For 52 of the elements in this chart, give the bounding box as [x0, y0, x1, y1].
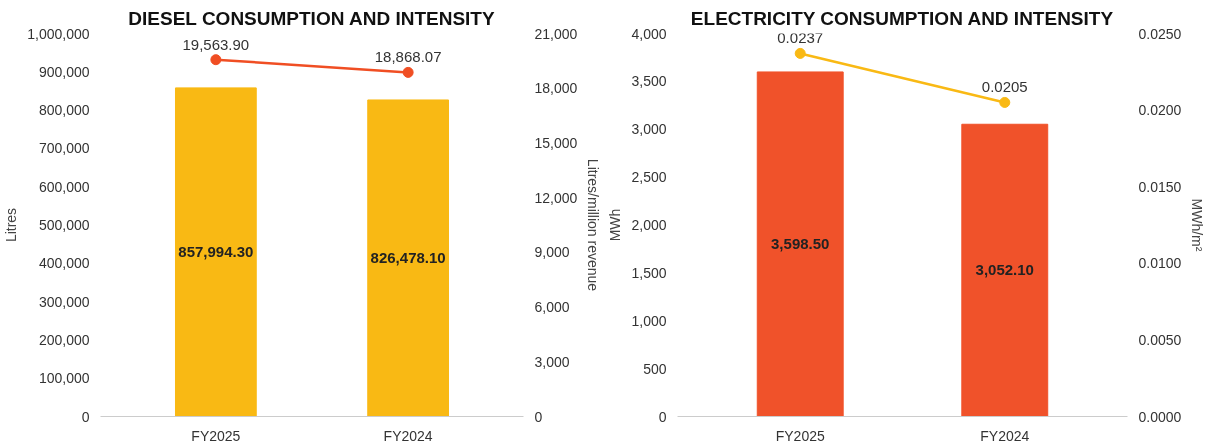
y-tick-label: 700,000: [38, 140, 90, 157]
y-tick-label: 600,000: [38, 178, 90, 195]
y-tick-label: 1,000,000: [27, 25, 90, 42]
y-tick-label: 900,000: [38, 63, 90, 80]
y2-tick-label: 3,000: [534, 353, 570, 370]
x-tick-label: FY2025: [775, 427, 825, 444]
data-label: 0.0237: [777, 29, 824, 47]
y-tick-label: 0: [658, 408, 667, 425]
data-label: 857,994.30: [178, 243, 254, 261]
y2-tick-label: 9,000: [534, 244, 570, 261]
y-axis-title: Litres: [3, 207, 20, 243]
data-label: 19,563.90: [182, 35, 250, 53]
x-tick-label: FY2024: [980, 427, 1030, 444]
data-label: 3,052.10: [975, 261, 1034, 279]
x-tick-label: FY2025: [191, 427, 241, 444]
y2-tick-label: 18,000: [534, 80, 578, 97]
y-tick-label: 4,000: [631, 25, 667, 42]
y-tick-label: 100,000: [38, 370, 90, 387]
y2-axis-title: MWh/m²: [1189, 198, 1206, 252]
y-tick-label: 3,000: [631, 121, 667, 138]
data-label: 826,478.10: [370, 249, 446, 267]
data-label: 0.0205: [981, 78, 1028, 96]
y2-axis-title: Litres/million revenue: [585, 158, 602, 292]
y2-tick-label: 0.0200: [1138, 102, 1182, 119]
x-tick-label: FY2024: [383, 427, 433, 444]
y2-tick-label: 0.0150: [1138, 178, 1182, 195]
chart-title: ELECTRICITY CONSUMPTION AND INTENSITY: [690, 7, 1114, 29]
y2-tick-label: 0.0050: [1138, 331, 1182, 348]
y-tick-label: 500: [643, 360, 667, 377]
data-label: 3,598.50: [771, 235, 830, 253]
y2-tick-label: 6,000: [534, 299, 570, 316]
y-tick-label: 200,000: [38, 331, 90, 348]
y-axis-title: MWh: [607, 208, 624, 242]
y-tick-label: 0: [81, 408, 90, 425]
y-tick-label: 1,000: [631, 312, 667, 329]
y2-tick-label: 0.0250: [1138, 25, 1182, 42]
y-tick-label: 2,500: [631, 169, 667, 186]
y-tick-label: 500,000: [38, 217, 90, 233]
y2-tick-label: 0.0000: [1138, 408, 1182, 425]
y-tick-label: 400,000: [38, 255, 90, 272]
y2-tick-label: 21,000: [534, 25, 578, 42]
y-tick-label: 300,000: [38, 293, 90, 310]
y-tick-label: 3,500: [631, 73, 667, 90]
data-label: 18,868.07: [374, 48, 442, 66]
y2-tick-label: 0: [534, 408, 543, 425]
y-tick-label: 1,500: [631, 264, 667, 281]
y-tick-label: 2,000: [631, 217, 667, 233]
y-tick-label: 800,000: [38, 102, 90, 119]
y2-tick-label: 15,000: [534, 134, 578, 151]
y2-tick-label: 12,000: [534, 189, 578, 206]
chart-title: DIESEL CONSUMPTION AND INTENSITY: [128, 7, 495, 29]
y2-tick-label: 0.0100: [1138, 255, 1182, 272]
